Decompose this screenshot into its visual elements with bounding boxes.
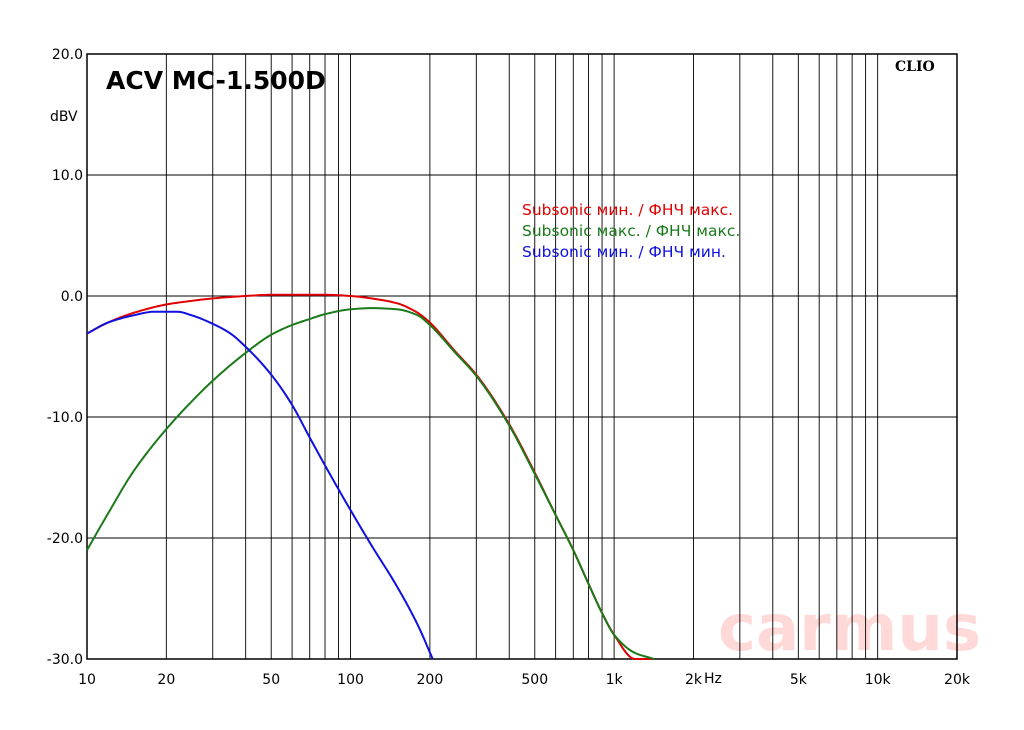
y-tick-label: -30.0 [47, 652, 83, 668]
x-tick-label: 2k [685, 672, 703, 688]
series-line-3 [86, 310, 434, 660]
legend-entry-3: Subsonic мин. / ФНЧ мин. [522, 243, 726, 261]
x-tick-label: 20k [944, 672, 971, 688]
x-tick-label: 20 [157, 672, 175, 688]
plot-frame [86, 53, 958, 660]
series-line-2 [86, 307, 655, 660]
x-tick-label: 50 [262, 672, 280, 688]
y-tick-label: -20.0 [47, 531, 83, 547]
brand-label: CLIO [895, 59, 935, 75]
x-tick-label: 200 [417, 672, 444, 688]
y-tick-label: 20.0 [52, 47, 83, 63]
y-axis-label: dBV [50, 109, 78, 125]
watermark-text: carmus [718, 592, 981, 666]
x-axis-unit: Hz [704, 671, 722, 687]
x-tick-label: 500 [521, 672, 548, 688]
legend-entry-2: Subsonic макс. / ФНЧ макс. [522, 222, 740, 240]
x-tick-label: 1k [606, 672, 624, 688]
legend: Subsonic мин. / ФНЧ макс. Subsonic макс. … [522, 201, 740, 261]
y-tick-label: 0.0 [61, 289, 83, 305]
series-lines [86, 293, 655, 660]
y-tick-label: 10.0 [52, 168, 83, 184]
x-tick-labels: 10 20 50 100 200 500 1k 2k 5k 10k 20k [78, 672, 971, 688]
x-tick-label: 10k [865, 672, 892, 688]
grid [87, 54, 957, 659]
y-tick-label: -10.0 [47, 410, 83, 426]
legend-entry-1: Subsonic мин. / ФНЧ макс. [522, 201, 733, 219]
x-tick-label: 10 [78, 672, 96, 688]
series-line-1 [86, 293, 653, 660]
chart-title: ACV MC-1.500D [106, 66, 326, 95]
x-tick-label: 5k [790, 672, 808, 688]
y-tick-labels: 20.0 10.0 0.0 -10.0 -20.0 -30.0 [47, 47, 83, 668]
x-tick-label: 100 [337, 672, 364, 688]
